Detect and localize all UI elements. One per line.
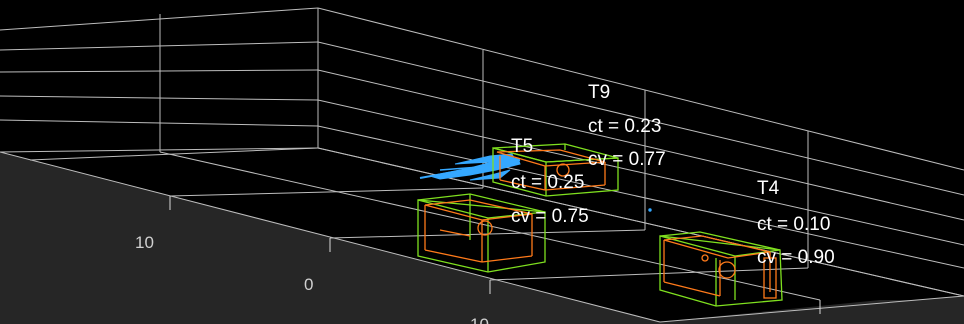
tick-label: 10: [470, 315, 489, 324]
tick-label: 10: [135, 233, 154, 252]
floor-grid: [0, 147, 964, 323]
track-id: T4: [757, 178, 780, 199]
track-cv-value: cv = 0.90: [757, 247, 835, 268]
track-id: T5: [511, 136, 533, 157]
back-wall-grid: [0, 7, 319, 153]
track-cv-value: cv = 0.77: [588, 149, 666, 170]
bounding-box-t5[interactable]: [417, 193, 546, 273]
track-ct-value: ct = 0.25: [511, 172, 584, 193]
track-label-t9: T9 ct = 0.23 cv = 0.77: [588, 82, 666, 170]
track-id: T9: [588, 82, 610, 103]
tick-label: 0: [304, 275, 313, 294]
track-ct-value: ct = 0.10: [757, 214, 830, 235]
track-cv-value: cv = 0.75: [511, 206, 589, 227]
track-label-t4: T4 ct = 0.10 cv = 0.90: [757, 178, 835, 268]
bounding-box-t9[interactable]: [492, 143, 619, 197]
axis-ticks: [169, 196, 821, 314]
bounding-box-t4[interactable]: [659, 231, 783, 307]
track-ct-value: ct = 0.23: [588, 116, 661, 137]
track-label-t5: T5 ct = 0.25 cv = 0.75: [511, 136, 589, 227]
